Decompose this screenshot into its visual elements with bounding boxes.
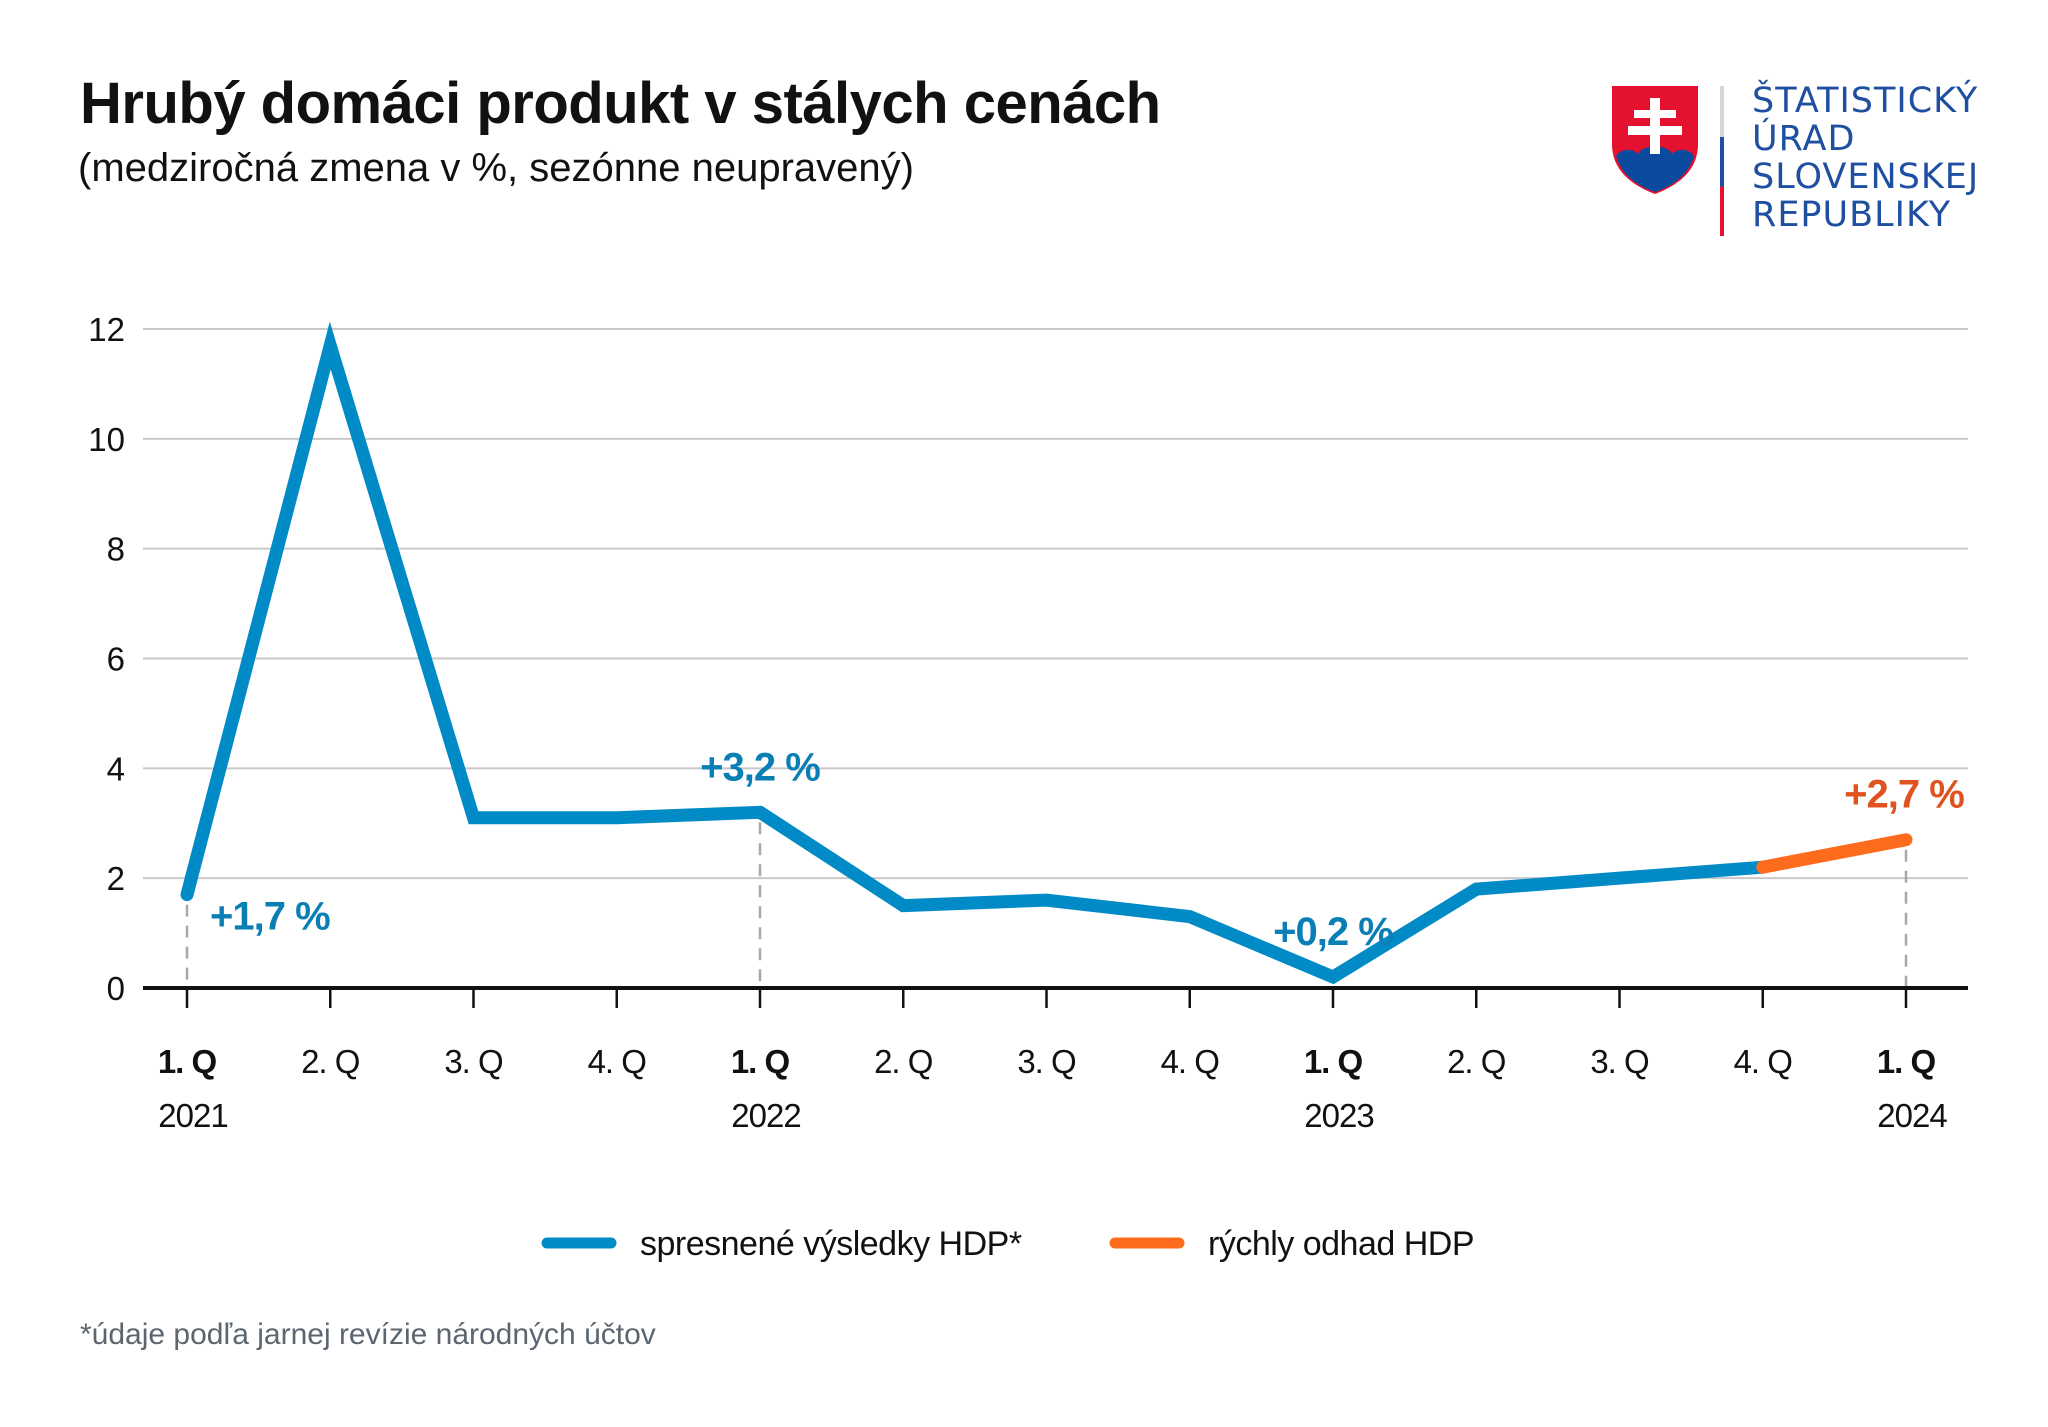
x-tick-label: 2. Q xyxy=(1447,1043,1506,1080)
x-tick-label: 1. Q xyxy=(158,1043,217,1080)
y-tick-label: 6 xyxy=(107,641,125,678)
x-tick-label: 4. Q xyxy=(1161,1043,1220,1080)
data-label: +2,7 % xyxy=(1844,773,1964,817)
chart-subtitle: (medziročná zmena v %, sezónne neupraven… xyxy=(78,146,914,190)
chart-title: Hrubý domáci produkt v stálych cenách xyxy=(80,71,1161,136)
data-label: +0,2 % xyxy=(1273,910,1393,954)
logo-line: ÚRAD xyxy=(1752,119,1856,159)
x-year-label: 2022 xyxy=(731,1097,800,1134)
y-tick-label: 4 xyxy=(107,750,125,787)
y-tick-label: 2 xyxy=(107,860,125,897)
x-tick-label: 3. Q xyxy=(1017,1043,1076,1080)
x-tick-label: 3. Q xyxy=(444,1043,503,1080)
series-line-flash-estimate xyxy=(1756,833,1913,874)
footnote: *údaje podľa jarnej revízie národných úč… xyxy=(80,1318,656,1351)
y-tick-label: 8 xyxy=(107,531,125,568)
logo-line: REPUBLIKY xyxy=(1752,195,1952,235)
x-tick-label: 1. Q xyxy=(1877,1043,1936,1080)
x-tick-label: 2. Q xyxy=(874,1043,933,1080)
x-tick-label: 1. Q xyxy=(731,1043,790,1080)
logo-line: SLOVENSKEJ xyxy=(1752,157,1980,197)
data-label: +3,2 % xyxy=(700,745,820,789)
series-line-refined-gdp xyxy=(180,321,1770,985)
x-year-label: 2021 xyxy=(158,1097,227,1134)
y-tick-label: 12 xyxy=(88,311,125,348)
legend-label: rýchly odhad HDP xyxy=(1208,1225,1474,1263)
y-tick-label: 10 xyxy=(88,421,125,458)
x-year-label: 2024 xyxy=(1877,1097,1947,1134)
logo-text: ŠTATISTICKÝ ÚRAD SLOVENSKEJ REPUBLIKY xyxy=(1752,82,1979,234)
x-year-label: 2023 xyxy=(1304,1097,1373,1134)
legend-label: spresnené výsledky HDP* xyxy=(640,1225,1022,1263)
x-tick-label: 3. Q xyxy=(1590,1043,1649,1080)
logo-line: ŠTATISTICKÝ xyxy=(1752,81,1979,121)
x-tick-label: 4. Q xyxy=(1734,1043,1793,1080)
slovak-coat-of-arms-icon xyxy=(1612,86,1698,194)
x-tick-label: 1. Q xyxy=(1304,1043,1363,1080)
y-tick-label: 0 xyxy=(107,970,125,1007)
data-label: +1,7 % xyxy=(210,895,330,939)
x-tick-label: 4. Q xyxy=(588,1043,647,1080)
statistical-office-logo: ŠTATISTICKÝ ÚRAD SLOVENSKEJ REPUBLIKY xyxy=(1610,82,2030,242)
x-tick-label: 2. Q xyxy=(301,1043,360,1080)
logo-divider xyxy=(1720,86,1724,236)
